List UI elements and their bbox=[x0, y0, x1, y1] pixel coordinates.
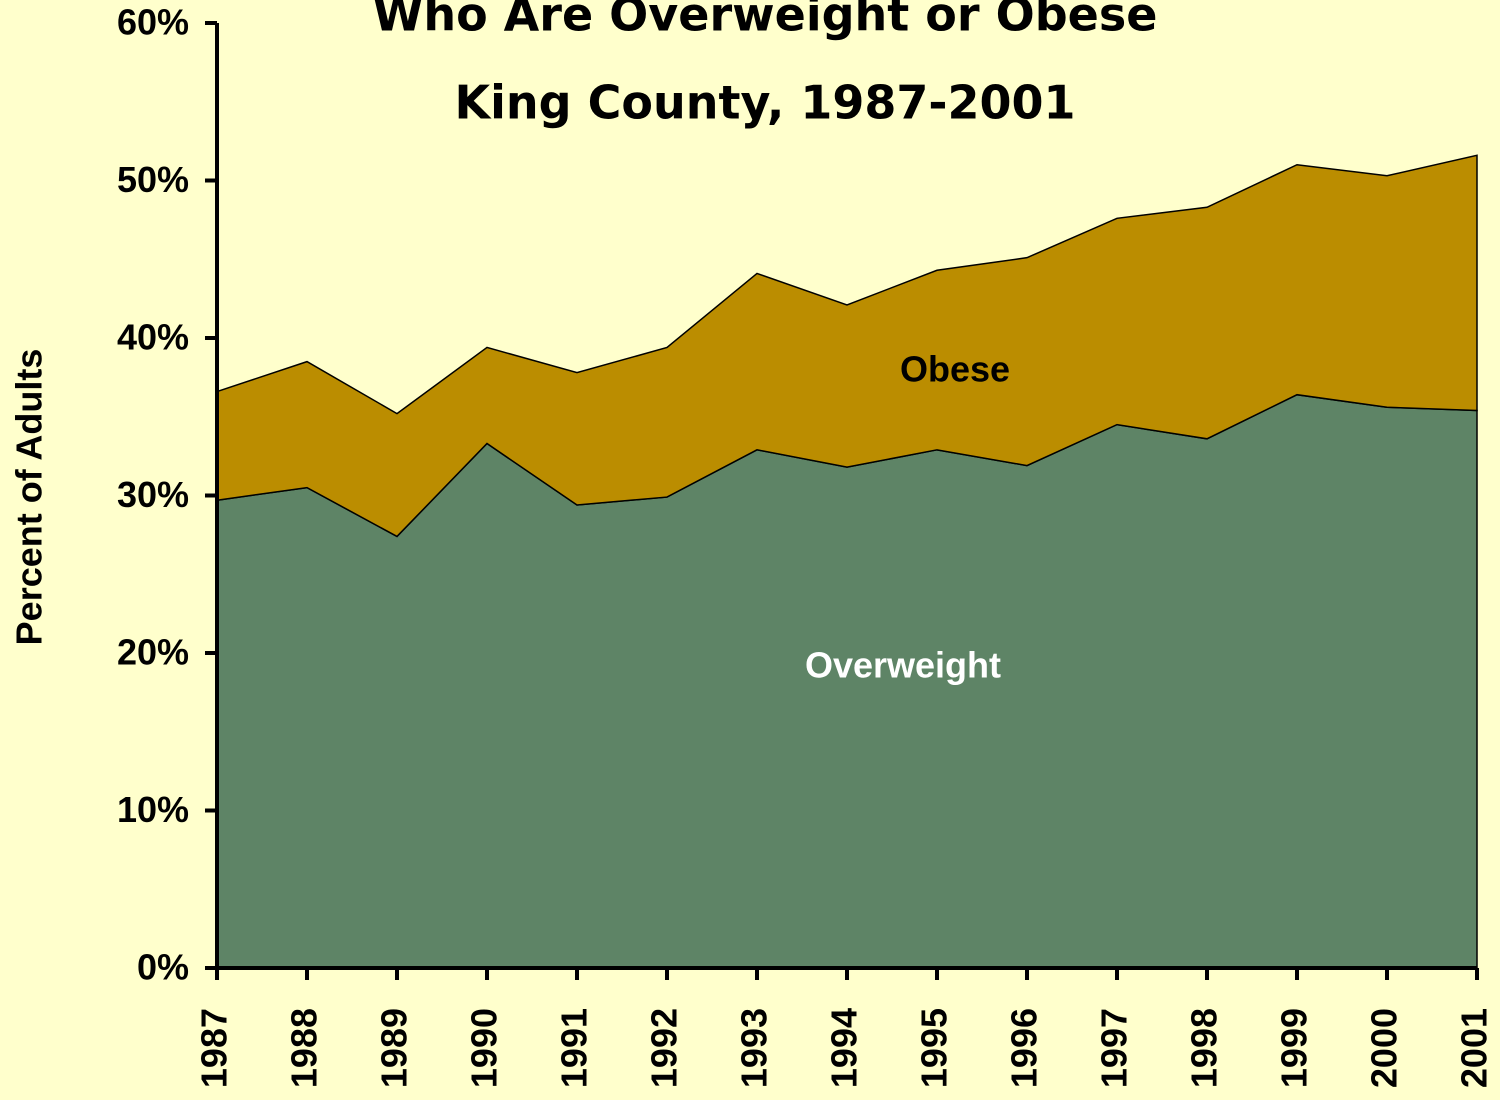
x-tick-label: 1999 bbox=[1274, 1008, 1315, 1088]
y-tick-label: 20% bbox=[117, 632, 189, 673]
x-tick-label: 1991 bbox=[554, 1008, 595, 1088]
x-tick-label: 1996 bbox=[1004, 1008, 1045, 1088]
y-tick-label: 10% bbox=[117, 789, 189, 830]
x-tick-label: 1993 bbox=[734, 1008, 775, 1088]
x-tick-label: 1997 bbox=[1094, 1008, 1135, 1088]
y-tick-label: 40% bbox=[117, 317, 189, 358]
series-label: Overweight bbox=[805, 645, 1001, 686]
x-tick-label: 1987 bbox=[194, 1008, 235, 1088]
x-tick-label: 1992 bbox=[644, 1008, 685, 1088]
x-tick-label: 1989 bbox=[374, 1008, 415, 1088]
y-axis-label: Percent of Adults bbox=[9, 349, 50, 646]
x-tick-label: 1998 bbox=[1184, 1008, 1225, 1088]
x-tick-label: 2000 bbox=[1364, 1008, 1405, 1088]
y-tick-label: 0% bbox=[137, 947, 189, 988]
area bbox=[216, 154, 1478, 538]
chart-subtitle: King County, 1987-2001 bbox=[455, 76, 1076, 130]
chart-title: Who Are Overweight or Obese bbox=[373, 0, 1158, 42]
x-tick-label: 2001 bbox=[1454, 1008, 1495, 1088]
x-tick-label: 1990 bbox=[464, 1008, 505, 1088]
y-tick-label: 50% bbox=[117, 159, 189, 200]
x-tick-label: 1995 bbox=[914, 1008, 955, 1088]
x-tick-label: 1994 bbox=[824, 1008, 865, 1088]
y-tick-label: 30% bbox=[117, 474, 189, 515]
y-tick-label: 60% bbox=[117, 2, 189, 43]
x-tick-label: 1988 bbox=[284, 1008, 325, 1088]
series-label: Obese bbox=[900, 349, 1010, 390]
